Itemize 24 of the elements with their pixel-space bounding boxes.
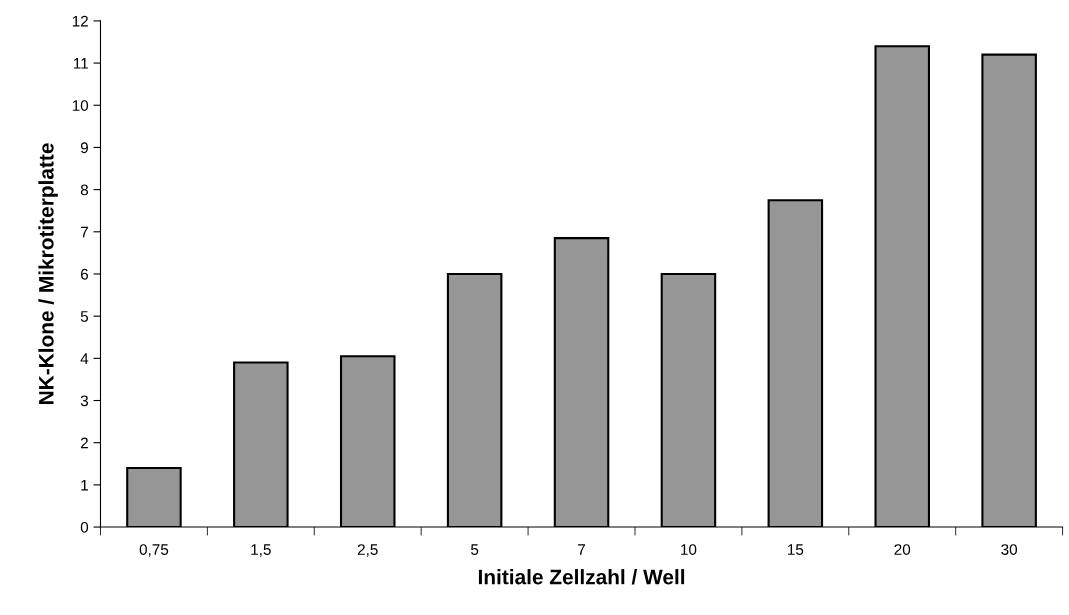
y-tick-label: 11 (73, 58, 88, 69)
x-tick-label: 10 (681, 544, 697, 555)
y-tick-label: 10 (72, 100, 89, 111)
y-tick-label: 9 (80, 142, 88, 154)
y-tick-label: 2 (80, 437, 88, 449)
y-tick-label: 8 (80, 184, 89, 196)
y-tick-label: 7 (80, 226, 88, 238)
x-tick-label: 15 (788, 544, 804, 555)
x-tick-label: 1,5 (251, 544, 271, 557)
y-tick-label: 1 (81, 479, 88, 491)
x-tick-label: 5 (471, 544, 479, 555)
x-tick-label: 2,5 (357, 544, 378, 557)
x-tick-label: 20 (894, 544, 911, 555)
x-tick-label: 7 (578, 544, 586, 555)
y-tick-label: 5 (80, 311, 89, 322)
y-tick-label: 3 (80, 395, 89, 407)
y-tick-label: 4 (80, 353, 89, 364)
x-axis-title: Initiale Zellzahl / Well (478, 569, 685, 585)
y-tick-label: 6 (80, 268, 89, 280)
y-tick-label: 0 (80, 521, 89, 533)
x-tick-label: 0,75 (139, 544, 169, 557)
x-tick-label: 30 (1001, 544, 1018, 555)
y-axis-title: NK-Klone / Mikrotiterplatte (38, 143, 58, 404)
y-tick-label: 12 (72, 15, 88, 27)
